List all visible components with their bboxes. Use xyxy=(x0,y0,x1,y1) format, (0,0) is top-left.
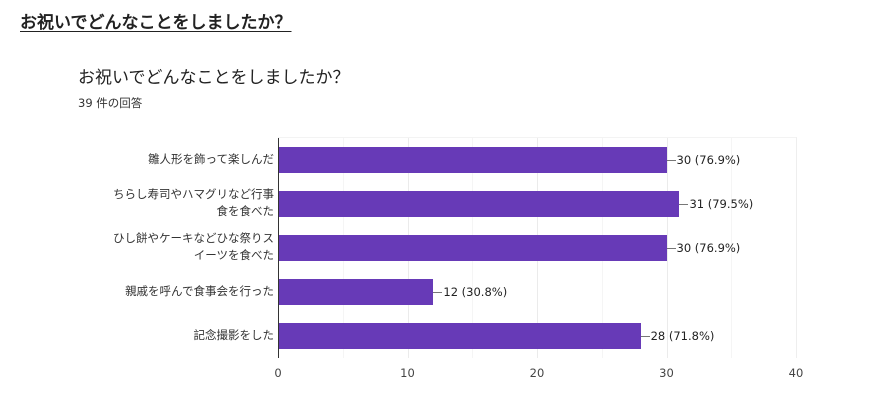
category-label-line: イーツを食べた xyxy=(193,248,274,262)
leader-line xyxy=(679,203,689,205)
data-label: 30 (76.9%) xyxy=(666,147,741,173)
data-label-text: 12 (30.8%) xyxy=(443,285,508,299)
page-heading: お祝いでどんなことをしましたか？ xyxy=(20,13,292,33)
leader-line xyxy=(666,159,676,161)
category-label: ちらし寿司やハマグリなど行事食を食べた xyxy=(74,183,274,223)
data-label-text: 28 (71.8%) xyxy=(650,329,715,343)
category-label-line: 食を食べた xyxy=(216,204,275,218)
x-tick-label: 30 xyxy=(659,366,674,380)
x-tick-label: 40 xyxy=(788,366,804,380)
category-label-line: 雛人形を飾って楽しんだ xyxy=(148,151,274,166)
category-label-line: 記念撮影をした xyxy=(193,327,275,342)
data-label-text: 30 (76.9%) xyxy=(676,241,741,255)
category-label-line: 親戚を呼んで食事会を行った xyxy=(125,283,274,298)
data-label-text: 31 (79.5%) xyxy=(689,197,754,211)
category-label: ひし餅やケーキなどひな祭りスイーツを食べた xyxy=(74,227,274,267)
x-tick-label: 10 xyxy=(400,366,415,380)
gridline xyxy=(731,138,733,358)
bar[interactable] xyxy=(278,191,680,217)
response-count: 39 件の回答 xyxy=(78,96,143,110)
category-label-line: ひし餅やケーキなどひな祭りス xyxy=(113,231,274,245)
bar[interactable] xyxy=(278,323,641,349)
leader-line xyxy=(433,291,443,293)
data-label: 31 (79.5%) xyxy=(679,191,753,217)
bar[interactable] xyxy=(278,235,667,261)
plot-area: 30 (76.9%) 31 (79.5%) 30 (76.9%) 12 (30.8%)… xyxy=(278,137,797,358)
category-label: 雛人形を飾って楽しんだ xyxy=(74,139,274,179)
category-label-line: ちらし寿司やハマグリなど行事 xyxy=(113,187,274,201)
y-axis-line xyxy=(278,138,279,358)
leader-line xyxy=(666,247,676,249)
data-label-text: 30 (76.9%) xyxy=(676,153,741,167)
question-title: お祝いでどんなことをしましたか？ xyxy=(78,68,350,88)
x-tick-label: 0 xyxy=(274,366,282,380)
leader-line xyxy=(640,335,650,337)
category-label: 記念撮影をした xyxy=(74,315,275,355)
bar[interactable] xyxy=(278,147,667,173)
x-tick-label: 20 xyxy=(529,366,545,380)
data-label: 12 (30.8%) xyxy=(433,279,507,305)
data-label: 30 (76.9%) xyxy=(666,235,741,261)
data-label: 28 (71.8%) xyxy=(640,323,715,349)
bar[interactable] xyxy=(278,279,434,305)
category-label: 親戚を呼んで食事会を行った xyxy=(74,271,274,311)
